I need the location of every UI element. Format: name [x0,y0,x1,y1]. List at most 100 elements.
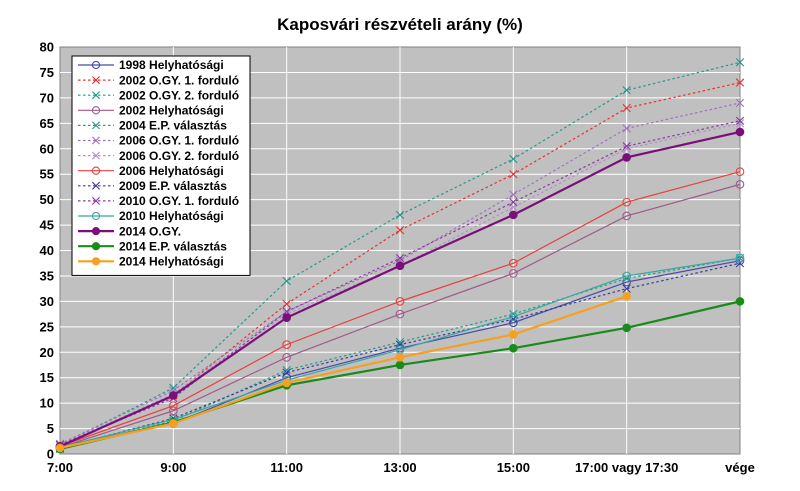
data-point [509,197,518,207]
legend-label: 2006 O.GY. 1. forduló [119,134,239,148]
series-group [55,58,745,454]
legend-entry: 2002 Helyhatósági [78,104,224,118]
data-point [168,401,178,411]
x-tick-label: 17:00 vagy 17:30 [575,460,678,475]
data-point [91,257,101,266]
legend-box [71,55,251,276]
data-point [282,340,292,349]
data-point [395,297,405,306]
y-tick-label: 75 [40,65,54,80]
y-tick-label: 10 [40,396,54,411]
data-point [282,307,291,316]
data-point [55,443,65,453]
data-point [282,368,291,377]
y-tick-label: 15 [40,370,54,385]
y-tick-label: 50 [40,192,54,207]
y-tick-label: 80 [40,40,54,55]
data-point [169,391,178,400]
data-point [282,276,291,286]
data-point [92,181,100,190]
data-point [735,98,745,108]
data-point [509,210,518,220]
data-point [622,124,631,133]
data-point [395,210,405,220]
legend-label: 2010 Helyhatósági [119,209,224,223]
legend-entry: 2014 O.GY. [78,224,181,238]
data-point [509,169,518,179]
data-point [622,323,631,333]
data-point [509,154,518,164]
data-point [282,313,291,322]
data-point [508,312,518,321]
legend-label: 2006 Helyhatósági [119,164,224,178]
data-point [91,106,101,115]
legend-label: 2002 O.GY. 2. forduló [119,88,239,102]
y-tick-label: 5 [47,421,54,436]
data-point [622,103,631,113]
data-point [622,271,632,281]
y-tick-label: 20 [40,345,54,360]
legend-entry: 2009 E.P. választás [78,179,227,193]
data-point [395,261,405,271]
legend-label: 2014 Helyhatósági [119,255,224,269]
data-point [91,211,101,221]
legend-label: 2002 O.GY. 1. forduló [119,73,239,87]
data-point [395,337,405,347]
data-point [735,167,745,176]
legend-label: 2010 O.GY. 1. forduló [119,194,239,208]
data-point [735,127,745,137]
x-tick-label: 13:00 [383,460,416,475]
data-point [622,211,632,221]
legend-entry: 2002 O.GY. 1. forduló [78,73,239,87]
data-point [91,60,101,70]
data-point [622,153,631,162]
data-point [395,309,405,319]
data-point [735,78,745,87]
chart-title: Kaposvári részvételi arány (%) [277,15,523,34]
legend-entry: 2010 O.GY. 1. forduló [78,194,239,208]
data-point [92,136,100,145]
series-line [59,183,741,448]
legend-entry: 2014 E.P. választás [78,239,227,253]
data-point [92,76,100,85]
data-point [91,166,101,175]
x-tick-label: 9:00 [160,460,186,475]
data-point [735,297,745,306]
data-point [169,419,178,428]
data-point [735,253,745,263]
data-point [395,353,405,362]
data-point [92,151,100,160]
data-point [92,91,100,100]
data-point [91,227,101,236]
data-point [622,86,631,95]
series-7 [55,167,745,451]
x-tick-label: 7:00 [47,460,73,475]
y-tick-label: 35 [40,268,54,283]
data-point [622,142,631,151]
data-point [735,116,745,125]
data-point [509,330,518,339]
data-point [509,343,518,353]
y-tick-label: 25 [40,319,54,334]
x-tick-label: 11:00 [270,460,303,475]
x-tick-label: vége [725,460,755,475]
data-point [169,383,178,393]
data-point [508,258,518,268]
legend-entry: 2004 E.P. választás [78,119,227,133]
data-point [622,284,631,293]
data-point [735,58,745,67]
y-tick-label: 55 [40,167,54,182]
x-tick-label: 15:00 [497,460,530,475]
legend-entry: 2010 Helyhatósági [78,209,224,223]
y-tick-label: 65 [40,116,54,131]
data-point [622,197,632,207]
data-point [509,314,518,324]
data-point [282,352,292,362]
data-point [735,180,745,189]
data-point [92,121,100,130]
y-tick-label: 60 [40,141,54,156]
series-11 [55,127,745,451]
series-13 [55,291,631,453]
series-line [59,295,628,449]
